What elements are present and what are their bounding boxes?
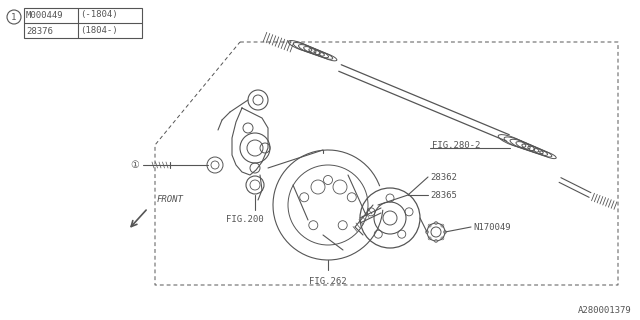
Text: ①: ① — [131, 160, 140, 170]
Text: (1804-): (1804-) — [80, 27, 118, 36]
Text: N170049: N170049 — [473, 222, 511, 231]
Text: FIG.280-2: FIG.280-2 — [432, 140, 481, 149]
Text: 1: 1 — [12, 12, 17, 21]
Text: FIG.200: FIG.200 — [226, 215, 264, 224]
Text: A280001379: A280001379 — [579, 306, 632, 315]
Text: FIG.262: FIG.262 — [309, 277, 347, 286]
Text: (-1804): (-1804) — [80, 11, 118, 20]
Text: 28365: 28365 — [430, 190, 457, 199]
Text: FRONT: FRONT — [157, 196, 184, 204]
Text: 28362: 28362 — [430, 172, 457, 181]
Text: M000449: M000449 — [26, 11, 63, 20]
Bar — [24, 8, 142, 38]
Text: 28376: 28376 — [26, 27, 53, 36]
